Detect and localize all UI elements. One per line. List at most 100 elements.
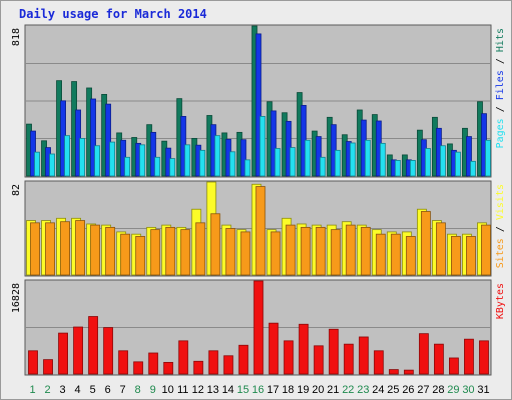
- pages-files-hits-bar-files-9: [150, 131, 157, 177]
- pages-files-hits-bar-pages-30: [470, 160, 476, 177]
- pages-files-hits-bar-pages-7: [124, 156, 131, 177]
- x-tick-label-day-22: 22: [342, 384, 354, 396]
- kbytes-bar-kbytes-20: [313, 345, 324, 375]
- kbytes-bar-kbytes-4: [73, 326, 84, 375]
- x-tick-label-day-1: 1: [29, 384, 35, 396]
- pages-files-hits-bar-pages-9: [154, 156, 161, 177]
- x-tick-label-day-19: 19: [297, 384, 309, 396]
- pages-files-hits-bar-pages-31: [485, 139, 491, 177]
- sites-visits-bar-sites-16: [255, 186, 266, 276]
- x-tick-label-day-23: 23: [357, 384, 369, 396]
- kbytes-bar-kbytes-18: [283, 340, 294, 375]
- kbytes-bar-kbytes-27: [418, 333, 429, 375]
- legend-item-files: Files: [495, 70, 506, 100]
- pages-files-hits-bar-files-6: [105, 103, 112, 177]
- pages-files-hits-bar-pages-4: [79, 138, 86, 177]
- pages-files-hits-bar-files-15: [240, 139, 247, 177]
- kbytes-bar-kbytes-19: [298, 323, 309, 375]
- x-tick-label-day-2: 2: [44, 384, 50, 396]
- pages-files-hits-bar-pages-26: [409, 160, 416, 177]
- pages-files-hits-bar-pages-29: [454, 151, 461, 177]
- legend-item-visits: Visits: [495, 184, 506, 220]
- pages-files-hits-bar-pages-1: [34, 151, 40, 177]
- kbytes-bar-kbytes-3: [58, 332, 68, 375]
- x-tick-label-day-26: 26: [402, 384, 414, 396]
- legend-item-pages: Pages: [495, 118, 506, 148]
- pages-files-hits-bar-pages-16: [259, 116, 266, 177]
- kbytes-bar-kbytes-2: [43, 359, 53, 375]
- x-tick-label-day-16: 16: [252, 384, 264, 396]
- pages-files-hits-bar-pages-17: [274, 148, 281, 177]
- legend-separator: /: [495, 100, 506, 118]
- pages-files-hits-bar-pages-24: [379, 142, 386, 177]
- sites-visits-bar-sites-26: [405, 236, 416, 276]
- pages-files-hits-bar-files-17: [270, 110, 277, 177]
- x-tick-label-day-21: 21: [327, 384, 339, 396]
- sites-visits-bar-sites-29: [450, 236, 461, 276]
- sites-visits-bar-sites-30: [466, 236, 476, 276]
- kbytes-bar-kbytes-16: [253, 280, 264, 375]
- legend-separator: /: [495, 52, 506, 70]
- kbytes-bar-kbytes-6: [103, 327, 114, 375]
- pages-files-hits-bar-pages-22: [349, 142, 356, 177]
- sites-visits-bar-sites-9: [150, 229, 161, 276]
- pages-files-hits-bar-pages-20: [319, 156, 326, 177]
- pages-files-hits-bar-files-30: [466, 136, 472, 177]
- pages-files-hits-bar-pages-18: [289, 147, 296, 177]
- x-tick-label-day-7: 7: [120, 384, 126, 396]
- x-tick-label-day-10: 10: [162, 384, 174, 396]
- kbytes-bar-kbytes-23: [358, 336, 369, 375]
- kbytes-bar-kbytes-9: [148, 352, 159, 375]
- kbytes-max-label: 16828: [11, 283, 22, 313]
- pages-files-hits-bar-pages-19: [304, 139, 311, 177]
- pages-files-hits-bar-pages-8: [139, 144, 146, 177]
- x-tick-label-day-4: 4: [75, 384, 81, 396]
- kbytes-bar-kbytes-22: [343, 343, 354, 375]
- kbytes-bar-kbytes-24: [373, 350, 384, 375]
- x-tick-label-day-29: 29: [447, 384, 459, 396]
- sites-visits-bar-sites-3: [60, 221, 70, 276]
- pages-files-hits-bar-files-5: [90, 98, 97, 177]
- x-tick-label-day-24: 24: [372, 384, 384, 396]
- sites-visits-bar-sites-6: [105, 226, 116, 276]
- kbytes-bar-kbytes-31: [479, 340, 489, 375]
- sites-visits-bar-sites-5: [90, 224, 101, 276]
- pages-files-hits-bar-pages-14: [229, 151, 236, 177]
- legend-item-hits: Hits: [495, 28, 506, 52]
- sites-visits-bar-sites-1: [30, 222, 40, 276]
- kbytes-bar-kbytes-25: [388, 369, 399, 375]
- x-tick-label-day-13: 13: [207, 384, 219, 396]
- legend-item-sites: Sites: [495, 238, 506, 268]
- kbytes-bar-kbytes-14: [223, 355, 234, 375]
- sites-visits-bar-sites-8: [135, 236, 146, 276]
- x-tick-label-day-18: 18: [282, 384, 294, 396]
- pages-files-hits-max-label: 818: [11, 28, 22, 46]
- sites-visits-bar-sites-21: [330, 229, 341, 276]
- kbytes-bar-kbytes-21: [328, 328, 339, 375]
- sites-visits-bar-sites-14: [225, 228, 236, 276]
- sites-visits-bar-sites-2: [45, 222, 55, 276]
- x-tick-label-day-9: 9: [150, 384, 156, 396]
- sites-visits-max-label: 82: [11, 184, 22, 196]
- kbytes-bar-kbytes-1: [28, 350, 38, 375]
- kbytes-bar-kbytes-28: [433, 343, 444, 375]
- pages-files-hits-bar-pages-13: [214, 135, 221, 177]
- kbytes-bar-kbytes-5: [88, 316, 99, 375]
- pages-files-hits-bar-pages-28: [439, 145, 446, 177]
- x-tick-label-day-28: 28: [432, 384, 444, 396]
- chart-title: Daily usage for March 2014: [19, 7, 207, 21]
- sites-visits-bar-sites-24: [375, 233, 386, 276]
- x-tick-label-day-8: 8: [135, 384, 141, 396]
- x-tick-label-day-20: 20: [312, 384, 324, 396]
- sites-visits-bar-sites-15: [240, 231, 251, 276]
- sites-visits-bar-sites-18: [285, 224, 296, 276]
- sites-visits-bar-sites-19: [300, 226, 311, 276]
- x-tick-label-day-17: 17: [267, 384, 279, 396]
- sites-visits-bar-sites-22: [345, 224, 356, 276]
- kbytes-bar-kbytes-26: [403, 369, 414, 375]
- pages-files-hits-bar-pages-12: [199, 149, 206, 177]
- kbytes-bar-kbytes-30: [464, 338, 474, 375]
- kbytes-bar-kbytes-17: [268, 322, 279, 375]
- pages-files-hits-bar-pages-11: [184, 144, 191, 177]
